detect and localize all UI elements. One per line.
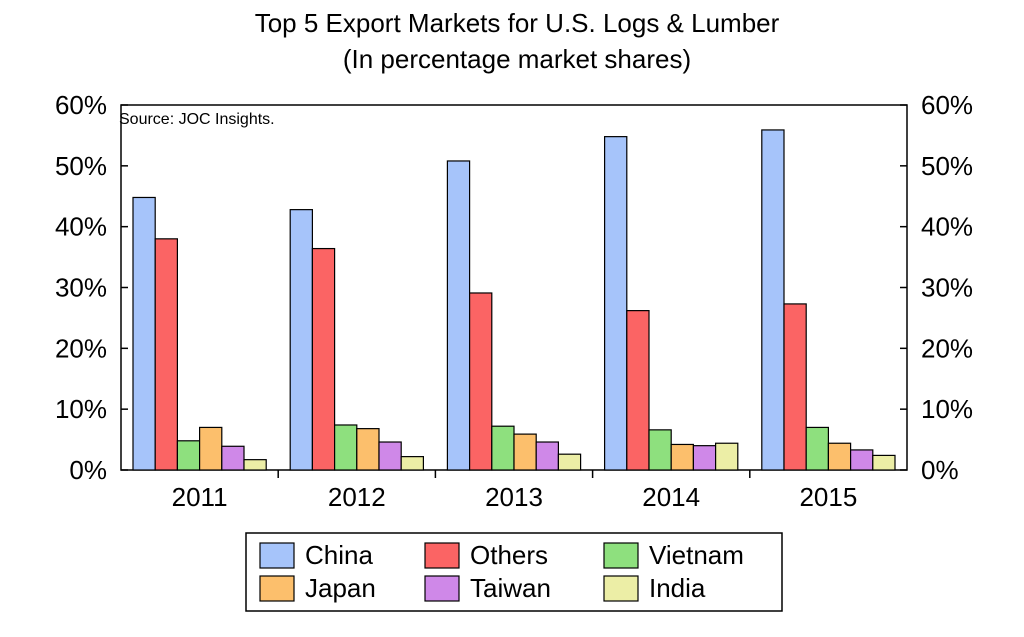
- bar-china-2015: [761, 129, 785, 471]
- legend-item-india: India: [603, 573, 706, 603]
- bar-china-2013: [446, 160, 471, 471]
- y-tick-label-right: 30%: [921, 273, 973, 303]
- series-japan: [199, 426, 852, 471]
- bar-taiwan-2015: [849, 449, 874, 471]
- y-tick-label-right: 20%: [921, 333, 973, 363]
- legend-label: India: [649, 573, 706, 603]
- series-others: [154, 238, 807, 471]
- y-tick-label-right: 50%: [921, 151, 973, 181]
- bar-india-2013: [557, 453, 582, 471]
- legend-frame: [245, 532, 783, 612]
- y-tick-label-right: 40%: [921, 212, 973, 242]
- bar-vietnam-2014: [648, 429, 672, 471]
- bar-taiwan-2014: [692, 445, 717, 471]
- bar-others-2013: [469, 292, 493, 471]
- y-tick-label-left: 40%: [55, 212, 107, 242]
- y-tick-label-left: 60%: [55, 90, 107, 120]
- y-tick-label-right: 0%: [921, 455, 959, 485]
- bar-japan-2013: [513, 433, 537, 471]
- y-tick-label-left: 50%: [55, 151, 107, 181]
- series-china: [132, 129, 785, 471]
- bar-vietnam-2011: [176, 440, 201, 471]
- y-tick-label-left: 10%: [55, 394, 107, 424]
- x-tick-label: 2012: [328, 482, 386, 512]
- y-tick-label-left: 30%: [55, 273, 107, 303]
- y-tick-label-right: 10%: [921, 394, 973, 424]
- x-axis: 2011 2012 2013 2014 2015: [172, 470, 857, 512]
- bar-taiwan-2013: [535, 441, 560, 471]
- bar-japan-2012: [356, 428, 380, 471]
- legend-swatch: [259, 542, 295, 569]
- bar-japan-2011: [199, 426, 223, 471]
- x-tick-label: 2015: [799, 482, 857, 512]
- bar-japan-2015: [827, 442, 852, 471]
- y-tick-label-left: 20%: [55, 333, 107, 363]
- bar-vietnam-2012: [334, 424, 358, 471]
- x-tick-label: 2011: [172, 482, 228, 512]
- bar-taiwan-2011: [221, 445, 245, 471]
- y-axis-right: 0% 10% 20% 30% 40% 50% 60%: [900, 90, 973, 485]
- x-tick-label: 2014: [642, 482, 700, 512]
- bar-others-2015: [783, 303, 807, 471]
- source-note: Source: JOC Insights.: [119, 111, 275, 128]
- legend-swatch: [259, 575, 295, 602]
- legend-label: China: [305, 540, 373, 570]
- bar-india-2011: [243, 459, 267, 471]
- legend-swatch: [603, 575, 639, 602]
- bar-japan-2014: [670, 443, 695, 471]
- series-taiwan: [221, 441, 874, 471]
- legend-swatch: [424, 575, 460, 602]
- bar-vietnam-2013: [491, 425, 515, 471]
- legend-label: Japan: [305, 573, 376, 603]
- bar-china-2014: [603, 136, 628, 471]
- bar-others-2012: [311, 247, 336, 471]
- legend-item-china: China: [259, 540, 373, 570]
- legend-item-vietnam: Vietnam: [603, 540, 744, 570]
- legend: China Others Vietnam Japan Taiwan India: [245, 532, 783, 612]
- chart-subtitle: (In percentage market shares): [343, 44, 691, 74]
- bar-india-2012: [400, 456, 425, 471]
- y-tick-label-left: 0%: [69, 455, 107, 485]
- bar-series-group: [132, 129, 896, 471]
- bar-china-2012: [289, 209, 314, 471]
- x-tick-label: 2013: [485, 482, 543, 512]
- bar-india-2014: [714, 442, 739, 471]
- bar-others-2014: [626, 310, 650, 471]
- bar-china-2011: [132, 196, 156, 471]
- legend-swatch: [424, 542, 460, 569]
- bar-others-2011: [154, 238, 178, 471]
- bar-taiwan-2012: [378, 441, 402, 471]
- y-axis-left: 0% 10% 20% 30% 40% 50% 60%: [55, 90, 128, 485]
- legend-item-japan: Japan: [259, 573, 376, 603]
- bar-vietnam-2015: [805, 426, 830, 471]
- legend-item-others: Others: [424, 540, 548, 570]
- series-india: [243, 442, 896, 471]
- legend-label: Others: [470, 540, 548, 570]
- bar-india-2015: [872, 454, 896, 471]
- chart-title: Top 5 Export Markets for U.S. Logs & Lum…: [255, 8, 780, 38]
- legend-item-taiwan: Taiwan: [424, 573, 551, 603]
- legend-label: Vietnam: [649, 540, 744, 570]
- legend-swatch: [603, 542, 639, 569]
- y-tick-label-right: 60%: [921, 90, 973, 120]
- legend-label: Taiwan: [470, 573, 551, 603]
